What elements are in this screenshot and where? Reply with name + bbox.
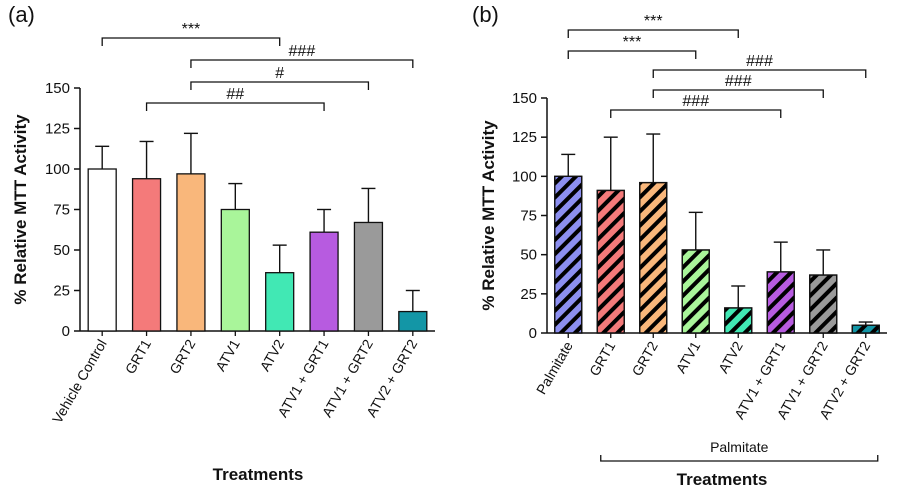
category-label: GRT1 xyxy=(586,338,619,378)
y-tick-label: 75 xyxy=(53,202,70,219)
bar xyxy=(398,310,428,332)
bar-hatch xyxy=(724,307,753,334)
category-label: Palmitate xyxy=(533,338,576,397)
bar xyxy=(220,208,250,332)
y-tick-label: 150 xyxy=(45,80,70,97)
significance-bracket xyxy=(652,89,824,98)
y-tick-label: 100 xyxy=(512,168,537,185)
x-axis-title: Treatments xyxy=(213,465,304,484)
y-tick-label: 25 xyxy=(520,286,537,303)
bar-hatch xyxy=(554,175,583,334)
significance-label: # xyxy=(275,65,284,82)
significance-label: ## xyxy=(226,86,244,103)
category-label: GRT1 xyxy=(122,336,155,376)
category-label: ATV1 xyxy=(212,336,243,374)
panel-b: (b) % Relative MTT Activity 0 25 50 75 100 125 1… xyxy=(472,2,887,488)
significance-label: *** xyxy=(623,34,642,51)
y-tick-label: 50 xyxy=(53,242,70,259)
y-tick-label: 25 xyxy=(53,283,70,300)
category-label: GRT2 xyxy=(166,336,199,376)
panel-label: (b) xyxy=(472,2,499,27)
y-tick-label: 0 xyxy=(529,325,537,342)
y-axis-label: % Relative MTT Activity xyxy=(11,114,30,305)
y-tick-label: 0 xyxy=(62,323,70,340)
significance-bracket xyxy=(190,59,414,68)
y-tick-label: 150 xyxy=(512,90,537,107)
significance-bracket xyxy=(567,50,697,59)
group-label: Palmitate xyxy=(710,439,769,455)
significance-bracket xyxy=(190,81,370,90)
significance-bracket xyxy=(610,109,782,118)
bar-hatch xyxy=(596,189,625,334)
significance-label: ### xyxy=(289,43,316,60)
y-tick-label: 50 xyxy=(520,247,537,264)
category-label: ATV2 xyxy=(256,336,287,374)
category-label: ATV2 xyxy=(715,338,746,376)
y-tick-label: 75 xyxy=(520,208,537,225)
significance-label: ### xyxy=(725,73,752,90)
bar-hatch xyxy=(851,324,880,334)
bar xyxy=(353,221,384,332)
category-label: ATV1 xyxy=(672,338,703,376)
panel-label: (a) xyxy=(8,2,35,27)
category-label: Vehicle Control xyxy=(49,337,110,427)
bar xyxy=(131,178,162,332)
significance-label: ### xyxy=(682,93,709,110)
bar xyxy=(87,168,117,332)
y-axis-label: % Relative MTT Activity xyxy=(479,120,498,311)
bar-hatch xyxy=(766,271,795,334)
bar-hatch xyxy=(639,181,668,334)
significance-bracket xyxy=(567,29,739,38)
bar xyxy=(176,173,206,332)
panel-a: (a) % Relative MTT Activity 0 25 50 75 100 125 1… xyxy=(8,2,435,484)
significance-label: *** xyxy=(644,13,663,30)
category-label: GRT2 xyxy=(628,338,661,378)
significance-label: *** xyxy=(182,21,201,38)
bar-hatch xyxy=(809,274,838,334)
significance-bracket xyxy=(101,37,281,46)
y-tick-label: 125 xyxy=(512,129,537,146)
x-axis-title: Treatments xyxy=(677,470,768,488)
bar xyxy=(265,272,295,332)
y-tick-label: 125 xyxy=(45,121,70,138)
y-tick-label: 100 xyxy=(45,161,70,178)
bar xyxy=(309,231,339,332)
significance-bracket xyxy=(652,69,867,78)
group-bracket xyxy=(600,455,879,462)
bar-hatch xyxy=(681,249,710,334)
significance-bracket xyxy=(145,102,325,111)
significance-label: ### xyxy=(746,53,773,70)
